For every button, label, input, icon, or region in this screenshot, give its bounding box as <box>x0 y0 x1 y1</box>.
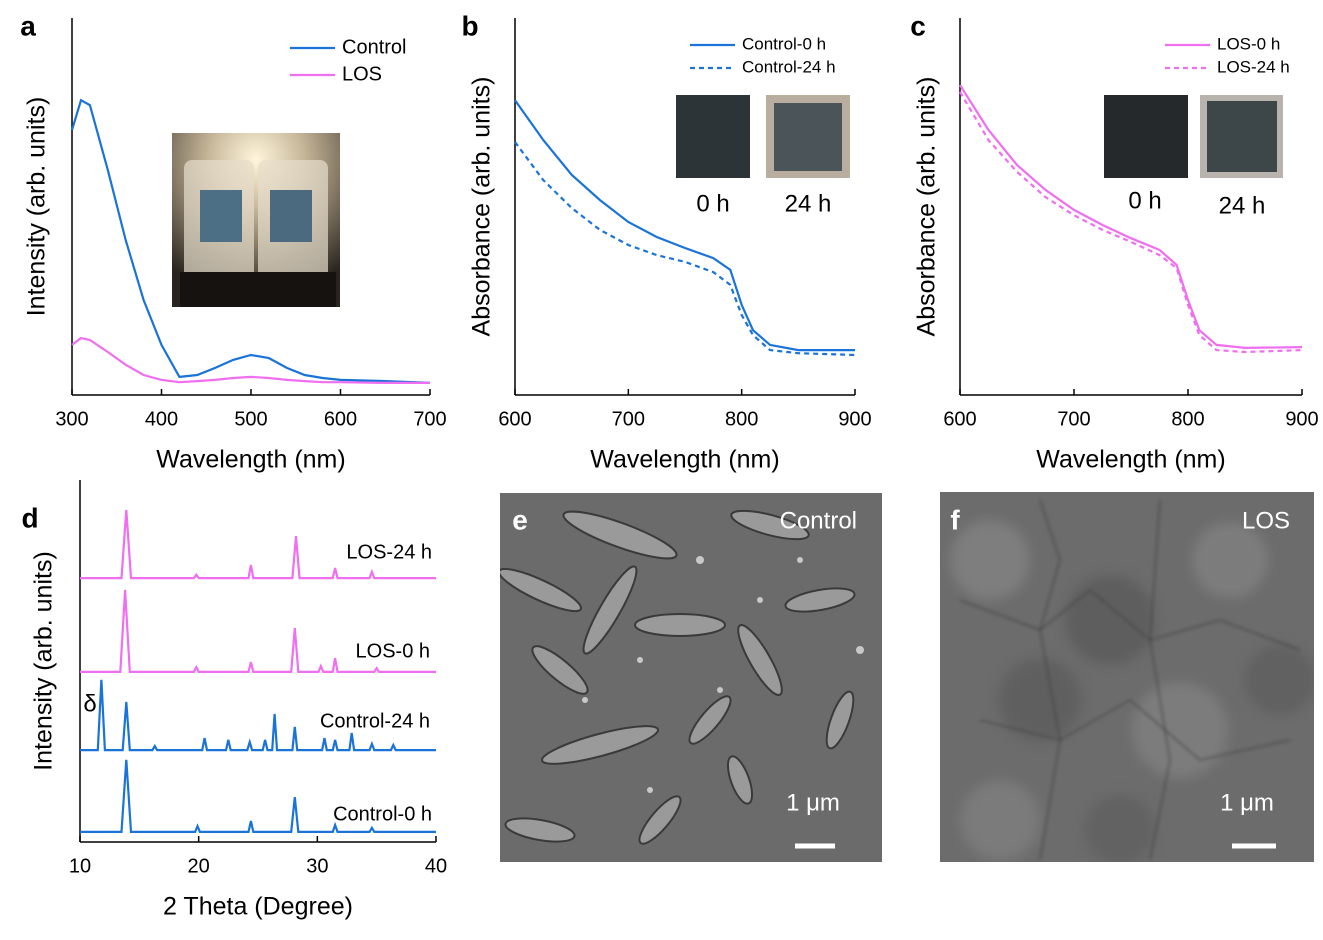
x-tick-label: 10 <box>69 855 91 877</box>
trace-label: LOS-0 h <box>356 640 430 662</box>
x-axis-title: Wavelength (nm) <box>156 446 345 474</box>
scale-bar-label: 1 μm <box>1220 789 1274 816</box>
x-axis-title: 2 Theta (Degree) <box>163 893 353 921</box>
trace-label: LOS-24 h <box>346 541 432 563</box>
legend-label: LOS-0 h <box>1217 34 1280 53</box>
inset-films-b <box>676 95 850 178</box>
annotation: 0 h <box>696 190 729 217</box>
annotation: 0 h <box>1128 187 1161 214</box>
panel-letter: e <box>512 504 528 535</box>
image-label: LOS <box>1242 507 1290 534</box>
x-tick-label: 700 <box>413 408 446 430</box>
y-axis-title: Absorbance (arb. units) <box>468 77 496 337</box>
annotation: 24 h <box>1219 192 1266 219</box>
x-tick-label: 300 <box>55 408 88 430</box>
annotation: 24 h <box>785 190 832 217</box>
x-tick-label: 20 <box>188 855 210 877</box>
legend-label: Control-24 h <box>742 57 836 76</box>
trace-label: Control-24 h <box>320 710 430 732</box>
x-tick-label: 400 <box>145 408 178 430</box>
x-tick-label: 600 <box>498 408 531 430</box>
panel-letter: a <box>20 10 36 41</box>
trace-label: Control-0 h <box>333 803 432 825</box>
x-tick-label: 800 <box>725 408 758 430</box>
x-tick-label: 900 <box>838 408 871 430</box>
panel-letter: b <box>461 10 478 41</box>
figure: a 300 400 500 600 700 Wavelength (nm) Intensity… <box>0 0 1323 940</box>
page: a 300 400 500 600 700 Wavelength (nm) Intensity… <box>0 0 1323 940</box>
image-label: Control <box>780 507 857 534</box>
annotation: δ <box>83 690 96 717</box>
x-tick-label: 500 <box>234 408 267 430</box>
x-tick-label: 800 <box>1171 408 1204 430</box>
inset-films-c <box>1104 95 1283 178</box>
inset-photo <box>172 133 340 307</box>
y-axis-title: Absorbance (arb. units) <box>913 77 941 337</box>
legend-label: Control-0 h <box>742 34 826 53</box>
legend-label: Control <box>342 36 406 58</box>
x-axis-title: Wavelength (nm) <box>590 446 779 474</box>
x-tick-label: 900 <box>1285 408 1318 430</box>
x-tick-label: 700 <box>1057 408 1090 430</box>
x-tick-label: 700 <box>612 408 645 430</box>
x-tick-label: 600 <box>943 408 976 430</box>
scale-bar-label: 1 μm <box>786 789 840 816</box>
panel-letter: c <box>910 10 926 41</box>
x-tick-label: 30 <box>306 855 328 877</box>
legend-label: LOS-24 h <box>1217 57 1290 76</box>
x-axis-title: Wavelength (nm) <box>1036 446 1225 474</box>
x-tick-label: 600 <box>324 408 357 430</box>
panel-letter: f <box>950 504 960 535</box>
legend-label: LOS <box>342 63 382 85</box>
y-axis-title: Intensity (arb. units) <box>30 551 58 771</box>
panel-letter: d <box>21 502 38 533</box>
y-axis-title: Intensity (arb. units) <box>23 97 51 317</box>
x-tick-label: 40 <box>425 855 447 877</box>
series-line <box>72 338 430 383</box>
